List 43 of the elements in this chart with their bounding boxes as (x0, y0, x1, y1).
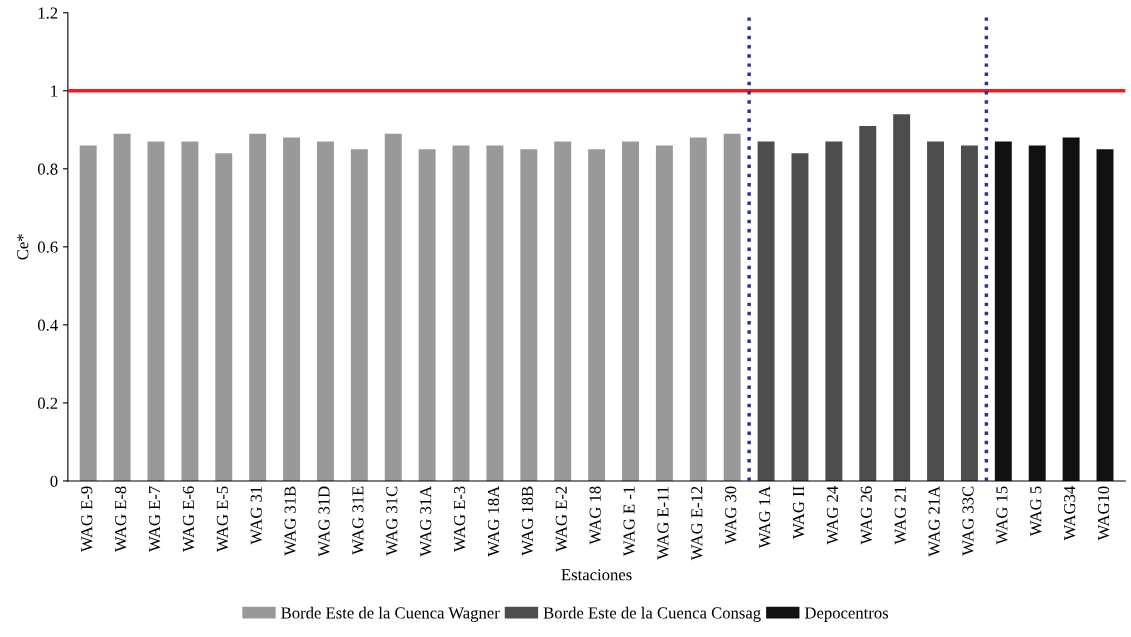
y-tick-label: 0.8 (37, 163, 58, 175)
x-tick-label: WAG 31 (250, 486, 262, 545)
x-tick-label: WAG E-7 (148, 486, 161, 552)
legend-label: Borde Este de la Cuenca Consag (543, 606, 761, 622)
x-tick-label: WAG E-2 (555, 486, 567, 552)
x-tick-label: WAG 15 (996, 486, 1008, 545)
x-tick-label: WAG 18B (521, 486, 534, 556)
y-tick-label: 0.2 (37, 397, 58, 409)
x-tick-label: WAG 31A (420, 485, 432, 557)
x-tick-label: WAG E-3 (454, 486, 466, 552)
x-tick-label: WAG 31E (352, 486, 364, 555)
x-tick-label: WAG10 (1097, 486, 1110, 541)
x-tick-label: WAG 31B (284, 486, 296, 556)
x-tick-label: WAG 24 (826, 486, 839, 545)
x-tick-label: WAG E -1 (623, 486, 635, 557)
legend-label: Borde Este de la Cuenca Wagner (281, 606, 500, 622)
x-tick-label: WAG 30 (725, 486, 737, 545)
x-tick-label: WAG 21 (894, 486, 906, 545)
y-tick-label: 0.6 (37, 241, 58, 253)
x-tick-label: WAG E-11 (657, 486, 669, 560)
x-tick-label: WAG 26 (860, 486, 873, 545)
x-tick-label: WAG 31C (386, 486, 398, 556)
x-tick-label: WAG E-12 (691, 486, 703, 561)
x-tick-label: WAG E-9 (81, 486, 93, 552)
y-axis-title: Ce* (17, 234, 29, 260)
x-tick-label: WAG 33C (962, 486, 974, 556)
x-tick-label: WAG34 (1064, 486, 1076, 541)
x-axis-title: Estaciones (561, 569, 632, 581)
x-tick-label: WAG E-5 (216, 486, 229, 552)
x-tick-label: WAG 1A (759, 485, 771, 549)
x-tick-label: WAG E-6 (182, 486, 195, 552)
y-tick-label: 1 (51, 85, 58, 97)
x-tick-label: WAG II (792, 486, 805, 539)
x-tick-label: WAG 18A (487, 485, 500, 557)
y-tick-label: 1.2 (38, 7, 58, 19)
legend-label: Depocentros (804, 607, 889, 622)
x-tick-label: WAG 31D (318, 486, 330, 557)
x-tick-label: WAG 18 (589, 486, 601, 545)
y-tick-label: 0 (50, 475, 58, 487)
y-tick-label: 0.4 (37, 319, 58, 331)
x-tick-label: WAG E-8 (115, 486, 127, 552)
x-tick-label: WAG 5 (1030, 486, 1042, 537)
x-tick-label: WAG 21A (928, 485, 940, 557)
